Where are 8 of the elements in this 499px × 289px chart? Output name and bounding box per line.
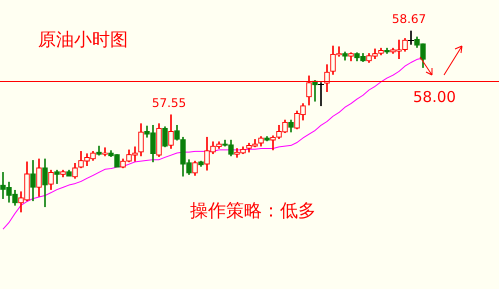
annotation: 操作策略：低多 bbox=[190, 200, 316, 222]
candlestick bbox=[408, 30, 414, 45]
candlestick bbox=[54, 170, 60, 184]
annotation: 58.67 bbox=[392, 12, 426, 26]
annotation: 58.00 bbox=[413, 88, 456, 106]
candlestick bbox=[318, 82, 324, 106]
annotation: 57.55 bbox=[152, 96, 186, 110]
chart-title: 原油小时图 bbox=[38, 30, 128, 51]
